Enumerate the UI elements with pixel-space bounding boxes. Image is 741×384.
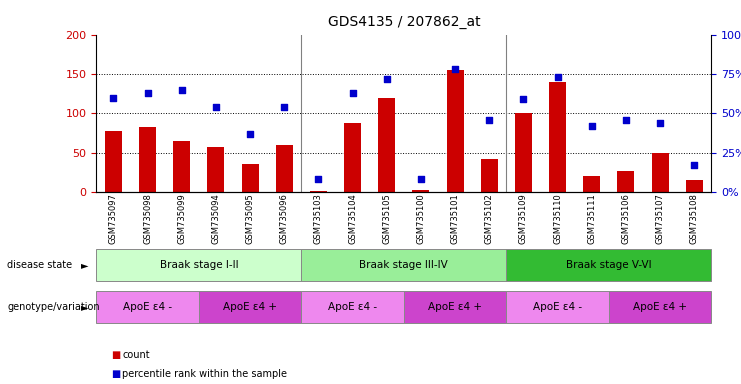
Bar (506, 249, 711, 281)
Bar (515, 113, 532, 192)
Point (586, 123, 598, 129)
Bar (302, 291, 404, 323)
Text: GDS4135 / 207862_at: GDS4135 / 207862_at (328, 15, 480, 29)
Bar (302, 249, 506, 281)
Point (279, 104, 290, 110)
Bar (344, 123, 361, 192)
Bar (139, 127, 156, 192)
Point (347, 90, 359, 96)
Point (483, 116, 495, 122)
Point (210, 104, 222, 110)
Bar (378, 98, 395, 192)
Bar (549, 82, 566, 192)
Bar (96, 291, 199, 323)
Point (517, 96, 529, 102)
Bar (481, 159, 498, 192)
Bar (199, 291, 302, 323)
Bar (651, 153, 668, 192)
Text: ApoE ε4 +: ApoE ε4 + (223, 302, 277, 312)
Text: Braak stage III-IV: Braak stage III-IV (359, 260, 448, 270)
Bar (506, 291, 609, 323)
Text: ■: ■ (111, 350, 120, 360)
Point (654, 120, 666, 126)
Text: Braak stage V-VI: Braak stage V-VI (566, 260, 651, 270)
Bar (207, 147, 225, 192)
Bar (404, 291, 506, 323)
Text: ►: ► (82, 260, 89, 270)
Text: Braak stage I-II: Braak stage I-II (159, 260, 238, 270)
Bar (583, 176, 600, 192)
Point (688, 162, 700, 168)
Point (107, 94, 119, 101)
Bar (96, 249, 302, 281)
Bar (447, 70, 464, 192)
Point (551, 74, 563, 80)
Bar (173, 141, 190, 192)
Bar (242, 164, 259, 192)
Text: ApoE ε4 -: ApoE ε4 - (533, 302, 582, 312)
Bar (310, 191, 327, 192)
Bar (105, 131, 122, 192)
Text: ApoE ε4 +: ApoE ε4 + (633, 302, 687, 312)
Text: ApoE ε4 +: ApoE ε4 + (428, 302, 482, 312)
Text: genotype/variation: genotype/variation (7, 302, 100, 312)
Point (176, 87, 187, 93)
Bar (276, 145, 293, 192)
Text: ApoE ε4 -: ApoE ε4 - (328, 302, 377, 312)
Text: ApoE ε4 -: ApoE ε4 - (123, 302, 172, 312)
Bar (685, 180, 702, 192)
Point (381, 76, 393, 82)
Point (449, 66, 461, 72)
Point (415, 176, 427, 182)
Text: disease state: disease state (7, 260, 73, 270)
Text: ►: ► (82, 302, 89, 312)
Point (313, 176, 325, 182)
Text: percentile rank within the sample: percentile rank within the sample (122, 369, 288, 379)
Point (142, 90, 153, 96)
Point (620, 116, 632, 122)
Bar (617, 171, 634, 192)
Bar (609, 291, 711, 323)
Bar (413, 190, 430, 192)
Text: count: count (122, 350, 150, 360)
Point (244, 131, 256, 137)
Text: ■: ■ (111, 369, 120, 379)
